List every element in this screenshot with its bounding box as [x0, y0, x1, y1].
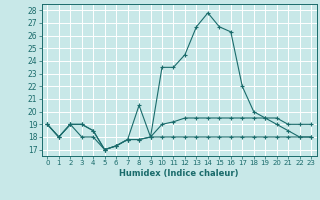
X-axis label: Humidex (Indice chaleur): Humidex (Indice chaleur) — [119, 169, 239, 178]
